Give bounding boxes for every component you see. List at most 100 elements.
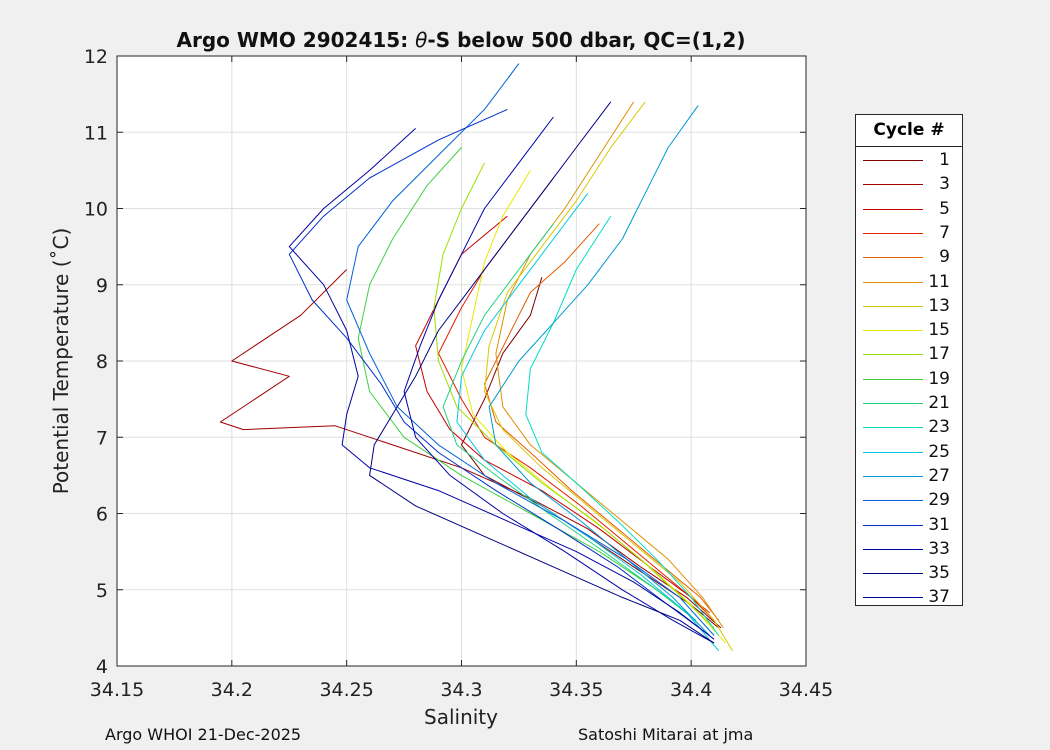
legend-swatch [863, 354, 923, 356]
legend-label: 35 [928, 563, 950, 584]
series-line-cycle-9 [484, 223, 720, 621]
legend: Cycle # 1 3 5 7 9 11 13 15 17 19 21 23 25 27 29 31 33 35 3… [855, 114, 963, 607]
legend-item-cycle-1: 1 [856, 149, 962, 173]
chart-title-suffix: -S below 500 dbar, QC=(1,2) [427, 28, 745, 52]
legend-item-cycle-9: 9 [856, 246, 962, 270]
x-tick-label: 34.25 [319, 679, 373, 701]
y-tick-label: 5 [96, 580, 108, 602]
legend-label: 37 [928, 587, 950, 608]
legend-title: Cycle # [856, 115, 962, 147]
y-tick-label: 4 [96, 656, 108, 678]
x-tick-label: 34.3 [440, 679, 482, 701]
axis-ticks: 34.15 34.2 34.25 34.3 34.35 34.4 34.45 4 5 6 7 8 9 10… [84, 46, 833, 701]
legend-swatch [863, 281, 923, 283]
legend-item-cycle-19: 19 [856, 368, 962, 392]
series-line-cycle-29 [346, 63, 715, 636]
legend-label: 27 [928, 465, 950, 486]
legend-swatch [863, 305, 923, 307]
legend-label: 7 [939, 222, 950, 243]
legend-swatch [863, 330, 923, 332]
legend-swatch [863, 548, 923, 550]
x-tick-label: 34.4 [670, 679, 712, 701]
legend-item-cycle-31: 31 [856, 514, 962, 538]
legend-swatch [863, 403, 923, 404]
legend-item-cycle-37: 37 [856, 586, 962, 610]
legend-label: 13 [928, 295, 950, 316]
series-line-cycle-19 [357, 147, 697, 621]
legend-label: 17 [928, 344, 950, 365]
legend-label: 3 [939, 174, 950, 195]
legend-swatch [863, 208, 923, 210]
chart-title-prefix: Argo WMO 2902415: [177, 28, 416, 52]
legend-swatch [863, 524, 923, 526]
legend-label: 5 [939, 198, 950, 219]
legend-swatch [863, 475, 923, 477]
legend-item-cycle-15: 15 [856, 319, 962, 343]
legend-label: 15 [928, 320, 950, 341]
legend-item-cycle-13: 13 [856, 295, 962, 319]
legend-item-cycle-7: 7 [856, 222, 962, 246]
legend-item-cycle-17: 17 [856, 343, 962, 367]
chart-title: Argo WMO 2902415: θ-S below 500 dbar, QC… [177, 28, 746, 52]
legend-item-cycle-23: 23 [856, 416, 962, 440]
legend-swatch [863, 160, 923, 161]
legend-item-cycle-11: 11 [856, 271, 962, 295]
x-axis-label: Salinity [424, 705, 498, 729]
series-line-cycle-11 [495, 101, 724, 629]
footer-left: Argo WHOI 21-Dec-2025 [105, 725, 302, 744]
y-tick-label: 10 [84, 199, 108, 221]
legend-label: 1 [939, 150, 950, 170]
legend-swatch [863, 378, 923, 380]
x-tick-label: 34.45 [779, 679, 833, 701]
y-tick-label: 11 [84, 122, 108, 144]
legend-item-cycle-25: 25 [856, 441, 962, 465]
series-line-cycle-23 [525, 215, 720, 636]
series-line-cycle-21 [442, 223, 697, 621]
series-line-cycle-37 [288, 128, 715, 640]
legend-item-cycle-35: 35 [856, 562, 962, 586]
y-tick-label: 9 [96, 275, 108, 297]
series-lines [219, 63, 733, 652]
legend-label: 11 [928, 271, 950, 292]
x-tick-label: 34.35 [549, 679, 603, 701]
legend-label: 31 [928, 514, 950, 535]
y-tick-label: 7 [96, 427, 108, 449]
legend-swatch [863, 573, 923, 575]
legend-label: 21 [928, 393, 950, 413]
legend-label: 33 [928, 538, 950, 559]
legend-item-cycle-3: 3 [856, 173, 962, 197]
x-tick-label: 34.2 [211, 679, 253, 701]
legend-swatch [863, 500, 923, 502]
legend-swatch [863, 597, 923, 599]
chart-title-theta: θ [415, 28, 427, 52]
legend-item-cycle-33: 33 [856, 538, 962, 562]
legend-item-cycle-21: 21 [856, 392, 962, 416]
y-tick-label: 6 [96, 504, 108, 526]
legend-swatch [863, 451, 923, 453]
footer-right: Satoshi Mitarai at jma [578, 725, 754, 744]
y-axis-label: Potential Temperature (˚C) [49, 228, 73, 495]
series-line-cycle-27 [488, 105, 710, 636]
series-line-cycle-25 [456, 192, 720, 652]
legend-label: 9 [939, 247, 950, 268]
legend-label: 23 [928, 417, 950, 438]
series-line-cycle-3 [219, 269, 722, 629]
legend-item-cycle-27: 27 [856, 465, 962, 489]
legend-label: 29 [928, 490, 950, 511]
legend-item-cycle-29: 29 [856, 489, 962, 513]
y-tick-label: 8 [96, 351, 108, 373]
y-tick-label: 12 [84, 46, 108, 68]
series-line-cycle-17 [433, 162, 715, 629]
x-tick-label: 34.15 [90, 679, 144, 701]
legend-label: 25 [928, 441, 950, 462]
legend-swatch [863, 257, 923, 259]
legend-item-cycle-5: 5 [856, 198, 962, 222]
series-line-cycle-35 [369, 101, 715, 644]
legend-swatch [863, 184, 923, 186]
legend-swatch [863, 427, 923, 429]
legend-label: 19 [928, 368, 950, 389]
legend-swatch [863, 232, 923, 234]
series-line-cycle-15 [461, 170, 726, 644]
series-line-cycle-31 [288, 108, 710, 636]
